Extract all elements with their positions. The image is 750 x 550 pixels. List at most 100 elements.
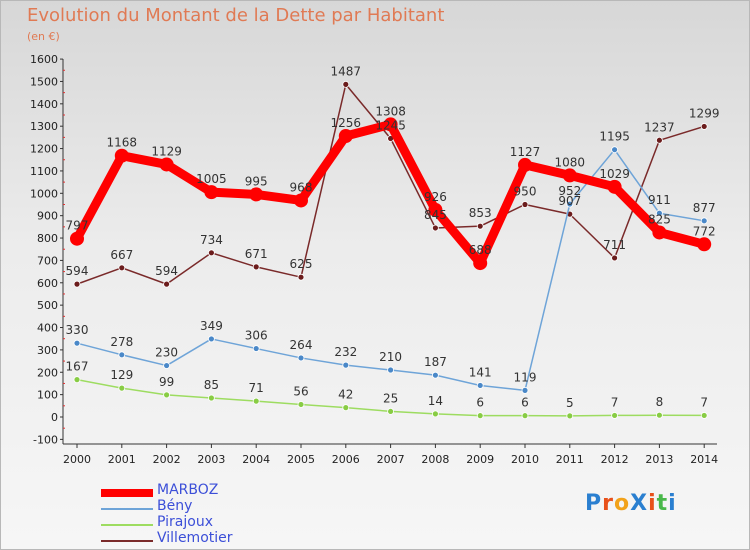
- data-label-villemotier: 1237: [644, 120, 675, 134]
- data-point-villemotier: [297, 273, 305, 281]
- data-point-bny: [387, 366, 395, 374]
- data-point-pirajoux: [700, 412, 708, 419]
- data-label-bny: 952: [558, 184, 581, 198]
- data-point-marboz: [159, 157, 174, 172]
- chart-title: Evolution du Montant de la Dette par Hab…: [27, 5, 445, 26]
- y-tick-label: 900: [37, 210, 58, 223]
- logo-letter: o: [613, 491, 631, 516]
- data-point-bny: [342, 361, 350, 369]
- data-label-bny: 349: [200, 319, 223, 333]
- data-point-villemotier: [476, 222, 484, 230]
- legend-label-pirajoux: Pirajoux: [157, 514, 213, 530]
- data-label-villemotier: 594: [155, 264, 178, 278]
- data-point-pirajoux: [611, 412, 618, 419]
- data-label-villemotier: 625: [290, 257, 313, 271]
- x-tick-label: 2010: [511, 453, 539, 466]
- data-point-pirajoux: [252, 397, 260, 405]
- data-point-pirajoux: [656, 411, 663, 419]
- data-point-marboz: [428, 202, 443, 217]
- legend-item-villemotier: Villemotier: [101, 530, 301, 547]
- data-label-bny: 119: [514, 370, 537, 384]
- logo-letter: i: [648, 491, 657, 516]
- x-tick-label: 2011: [556, 453, 584, 466]
- data-point-villemotier: [207, 249, 215, 257]
- x-tick-label: 2007: [377, 453, 405, 466]
- data-label-marboz: 1127: [510, 145, 541, 159]
- data-label-pirajoux: 56: [293, 384, 308, 398]
- data-point-marboz: [697, 237, 712, 252]
- y-tick-label: 400: [37, 322, 58, 335]
- logo-letter: i: [668, 491, 677, 516]
- data-label-villemotier: 594: [66, 264, 89, 278]
- data-point-marboz: [383, 117, 398, 132]
- data-label-bny: 264: [290, 338, 313, 352]
- data-point-bny: [476, 382, 484, 389]
- legend-label-villemotier: Villemotier: [157, 530, 233, 546]
- y-tick-label: -100: [33, 433, 58, 446]
- legend-label-bny: Bény: [157, 498, 193, 514]
- y-tick-label: 1100: [30, 165, 58, 178]
- data-point-pirajoux: [207, 394, 215, 402]
- x-tick-label: 2009: [466, 453, 494, 466]
- data-label-bny: 187: [424, 355, 447, 369]
- data-label-villemotier: 853: [469, 206, 492, 220]
- y-tick-label: 0: [51, 411, 58, 424]
- data-label-bny: 278: [110, 335, 133, 349]
- legend-item-bny: Bény: [101, 498, 301, 515]
- x-tick-label: 2001: [108, 453, 136, 466]
- data-point-pirajoux: [521, 412, 529, 420]
- data-label-villemotier: 671: [245, 247, 268, 261]
- data-label-villemotier: 734: [200, 233, 223, 247]
- data-label-villemotier: 845: [424, 208, 447, 222]
- data-label-marboz: 995: [245, 174, 268, 188]
- data-label-bny: 330: [66, 323, 89, 337]
- data-point-bny: [611, 146, 618, 154]
- legend-swatch-pirajoux: [101, 524, 153, 526]
- data-label-marboz: 825: [648, 212, 671, 226]
- logo-letter: X: [630, 491, 649, 516]
- legend-swatch-bny: [101, 508, 153, 510]
- data-label-pirajoux: 6: [476, 396, 484, 410]
- y-tick-label: 700: [37, 254, 58, 267]
- data-label-marboz: 1256: [331, 116, 362, 130]
- data-point-bny: [163, 362, 171, 369]
- y-tick-label: 300: [37, 344, 58, 357]
- data-point-pirajoux: [342, 404, 350, 412]
- data-label-pirajoux: 25: [383, 391, 398, 405]
- x-tick-label: 2013: [645, 453, 673, 466]
- data-point-pirajoux: [163, 391, 171, 399]
- x-tick-label: 2004: [242, 453, 270, 466]
- data-point-bny: [700, 217, 708, 225]
- data-label-marboz: 688: [469, 243, 492, 257]
- data-label-marboz: 1168: [107, 136, 138, 150]
- x-tick-label: 2000: [63, 453, 91, 466]
- data-label-pirajoux: 71: [249, 381, 264, 395]
- y-tick-label: 100: [37, 389, 58, 402]
- data-point-marboz: [652, 225, 667, 240]
- y-tick-label: 1400: [30, 98, 58, 111]
- data-label-pirajoux: 8: [656, 395, 664, 409]
- data-label-bny: 210: [379, 350, 402, 364]
- data-label-villemotier: 1299: [689, 106, 720, 120]
- data-point-pirajoux: [476, 412, 484, 420]
- data-point-villemotier: [656, 136, 663, 144]
- data-label-pirajoux: 7: [700, 395, 708, 409]
- y-tick-label: 1300: [30, 120, 58, 133]
- data-label-bny: 911: [648, 193, 671, 207]
- data-point-marboz: [562, 168, 577, 183]
- series-pirajoux: [73, 376, 708, 420]
- legend-swatch-marboz: [101, 489, 153, 497]
- data-point-pirajoux: [566, 412, 574, 420]
- data-point-marboz: [473, 256, 488, 271]
- data-point-villemotier: [73, 280, 81, 288]
- legend-swatch-villemotier: [101, 540, 153, 542]
- chart-subtitle: (en €): [27, 30, 60, 43]
- y-tick-label: 1200: [30, 143, 58, 156]
- data-label-marboz: 1308: [375, 104, 406, 118]
- data-label-pirajoux: 5: [566, 396, 574, 410]
- y-tick-label: 200: [37, 366, 58, 379]
- x-tick-label: 2006: [332, 453, 360, 466]
